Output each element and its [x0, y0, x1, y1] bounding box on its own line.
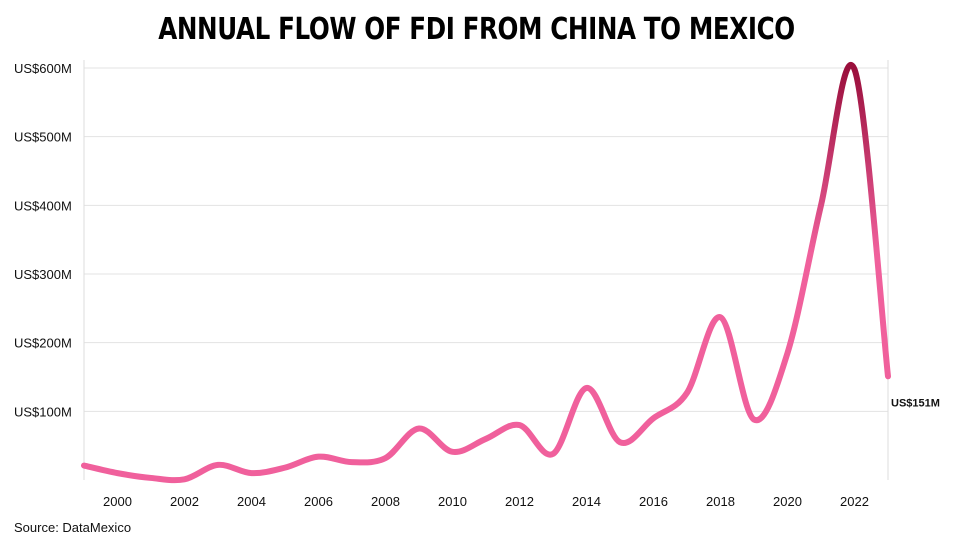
x-tick-label: 2010 [438, 494, 467, 509]
x-tick-label: 2018 [706, 494, 735, 509]
x-tick-label: 2000 [103, 494, 132, 509]
x-tick-label: 2008 [371, 494, 400, 509]
chart-title: ANNUAL FLOW OF FDI FROM CHINA TO MEXICO [158, 12, 795, 47]
source-note: Source: DataMexico [14, 520, 132, 535]
y-tick-label: US$200M [14, 336, 72, 351]
y-tick-label: US$400M [14, 198, 72, 213]
x-axis-tick-labels: 2000 2002 2004 2006 2008 2010 2012 2014 2016 2018… [103, 494, 869, 509]
x-tick-label: 2004 [237, 494, 266, 509]
end-label-group: US$151M [891, 397, 940, 409]
x-tick-label: 2006 [304, 494, 333, 509]
x-tick-label: 2020 [773, 494, 802, 509]
grid-lines [84, 67, 888, 412]
y-tick-label: US$300M [14, 267, 72, 282]
fdi-series-line [81, 62, 891, 484]
y-tick-label: US$500M [14, 130, 72, 145]
x-tick-label: 2016 [639, 494, 668, 509]
x-tick-label: 2014 [572, 494, 601, 509]
x-tick-label: 2022 [840, 494, 869, 509]
series-line-group [81, 62, 891, 484]
y-tick-label: US$100M [14, 404, 72, 419]
x-tick-label: 2012 [505, 494, 534, 509]
y-axis-tick-labels: US$100M US$200M US$300M US$400M US$500M US$60… [14, 61, 72, 419]
end-value-label: US$151M [891, 397, 940, 409]
axes [83, 60, 889, 480]
x-tick-label: 2002 [170, 494, 199, 509]
y-tick-label: US$600M [14, 61, 72, 76]
